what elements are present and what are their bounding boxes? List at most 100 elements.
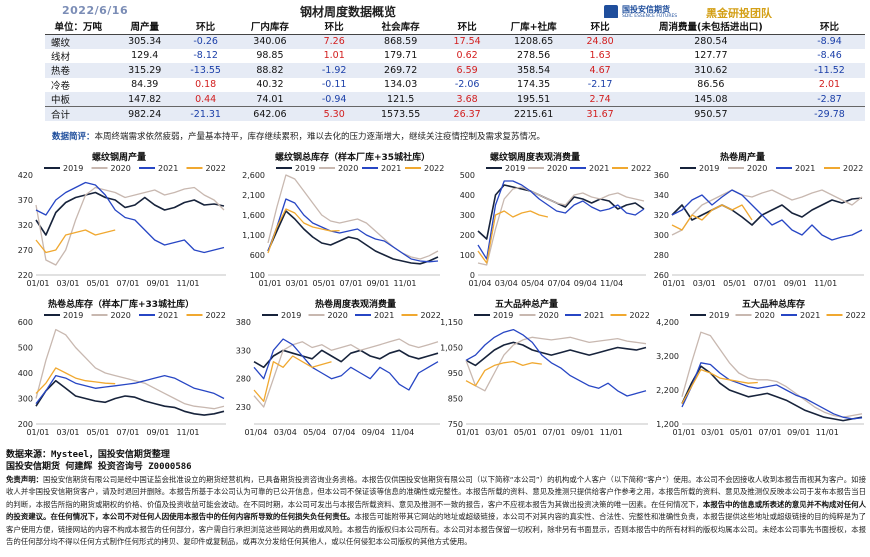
y-tick-label: 360 [654,171,669,180]
y-tick-label: 1,200 [656,420,679,429]
y-tick-label: 2,600 [242,171,265,180]
x-tick-label: 07/01 [339,279,362,288]
table-cell: 0.44 [177,92,234,107]
legend-label: 2019 [699,164,719,173]
table-cell: 278.56 [516,50,551,62]
x-tick-label: 01/04 [468,279,491,288]
row-label: 线材 [51,51,71,63]
chart-title: 螺纹钢周度表观消费量 [490,153,581,163]
x-tick-label: 09/01 [146,279,169,288]
x-tick-label: 11/04 [391,428,414,437]
legend-label: 2022 [630,311,650,320]
chart-legend: 2019 2020 2021 2022 [486,164,651,173]
legend-label: 2020 [328,311,348,320]
line-chart: 2019 2020 2021 2022 500 400 300 200 100 001/04 03/… [460,164,652,288]
series-line-2019 [465,341,647,367]
x-tick-label: 11/01 [814,279,837,288]
table-cell: 40.32 [256,79,284,91]
series-line-2019 [477,184,645,240]
x-tick-label: 09/01 [571,428,594,437]
y-tick-label: 600 [250,251,265,260]
col-header: 环比 [306,18,362,35]
y-tick-label: 400 [460,191,475,200]
table-row: 中板 147.82 0.44 74.01 -0.94 121.5 3.68 195.51 2.7… [45,92,865,107]
series-line-2021 [35,374,225,404]
legend-label: 2020 [111,164,131,173]
chart-legend: 2019 2020 2021 2022 [680,164,863,173]
table-cell: -2.06 [454,79,480,91]
line-chart: 2019 2020 2021 2022 4,200 3,200 2,200 1,20001/0… [656,311,866,437]
line-chart: 2019 2020 2021 2022 1,150 1,050 950 850 75001/01… [440,311,650,437]
series-line-2022 [465,360,542,387]
x-tick-label: 01/01 [26,279,49,288]
report-date: 2022/6/16 [62,4,129,17]
y-tick-label: 750 [448,420,463,429]
legend-label: 2020 [539,311,559,320]
y-tick-label: 280 [654,251,669,260]
chart-legend: 2019 2020 2021 2022 [262,311,441,320]
disclaimer-text-2: 本报告可能附带其它网站的地址或超级链接，本公司不对其内容的真实性、合法性、完整性… [6,512,866,547]
x-tick-label: 05/01 [312,279,335,288]
table-total-row: 合计 982.24 -21.31 642.06 5.30 1573.55 26.37 2215… [45,106,865,121]
series-line-2020 [267,174,439,260]
series-line-2019 [253,349,439,369]
series-line-2020 [671,189,863,236]
x-tick-label: 07/01 [116,428,139,437]
x-tick-label: 07/01 [753,279,776,288]
series-line-2022 [253,355,332,402]
x-tick-label: 05/01 [86,279,109,288]
row-label: 热卷 [45,63,112,78]
logo-english-name: SDIC ESSENCE FUTURES [622,14,678,19]
disclaimer-label: 免责声明： [6,475,44,484]
legend-label: 2021 [800,311,820,320]
x-tick-label: 03/01 [485,428,508,437]
table-cell: 134.03 [384,79,418,91]
y-tick-label: 380 [236,318,251,327]
y-tick-label: 1,150 [440,318,463,327]
series-line-2022 [35,367,116,394]
x-tick-label: 03/04 [274,428,297,437]
legend-label: 2022 [206,311,226,320]
col-header: 厂内库存 [233,18,307,35]
legend-label: 2022 [843,164,863,173]
y-tick-label: 260 [654,271,669,280]
x-tick-label: 01/01 [258,279,281,288]
legend-label: 2022 [206,164,226,173]
legend-label: 2019 [295,164,315,173]
table-cell: 1208.65 [494,34,573,49]
series-line-2021 [267,198,439,263]
table-cell: -0.11 [321,79,347,91]
table-cell: -11.52 [793,63,865,78]
table-cell: 1.01 [323,50,345,62]
comment-text: 本周终端需求依然疲弱，产量基本持平，库存继续累积，难以去化的压力逐渐增大，继续关… [94,132,546,142]
y-tick-label: 4,200 [656,318,679,327]
table-cell: -8.12 [193,50,218,62]
y-tick-label: 1,100 [242,231,265,240]
table-cell: 174.35 [516,79,551,91]
legend-label: 2020 [755,311,775,320]
chart-title: 五大品种总产量 [495,300,559,310]
table-cell: 129.4 [131,50,159,62]
line-chart: 2019 2020 2021 2022 380 330 280 230 01/04 03/04 05… [236,311,441,437]
legend-label: 2021 [158,311,178,320]
y-tick-label: 950 [448,369,463,378]
series-line-2021 [465,328,647,397]
table-cell: 195.51 [494,92,573,107]
series-line-2022 [681,368,758,404]
y-tick-label: 850 [448,395,463,404]
x-tick-label: 03/01 [701,428,724,437]
table-cell: -1.92 [306,63,362,78]
series-line-2019 [681,365,863,422]
line-chart: 2019 2020 2021 2022 2,600 2,100 1,600 1,100 600 1… [242,164,444,288]
team-name: 黑金研投团队 [706,7,772,20]
x-tick-label: 07/04 [547,279,570,288]
y-tick-label: 420 [18,171,33,180]
y-tick-label: 200 [460,231,475,240]
table-cell: -0.26 [177,34,234,49]
table-cell: 98.85 [256,50,284,62]
table-cell: 4.67 [572,63,628,78]
col-header: 环比 [439,18,495,35]
table-cell: 0.62 [456,50,478,62]
table-cell: 950.57 [627,106,794,121]
chart-legend: 2019 2020 2021 2022 [276,164,444,173]
